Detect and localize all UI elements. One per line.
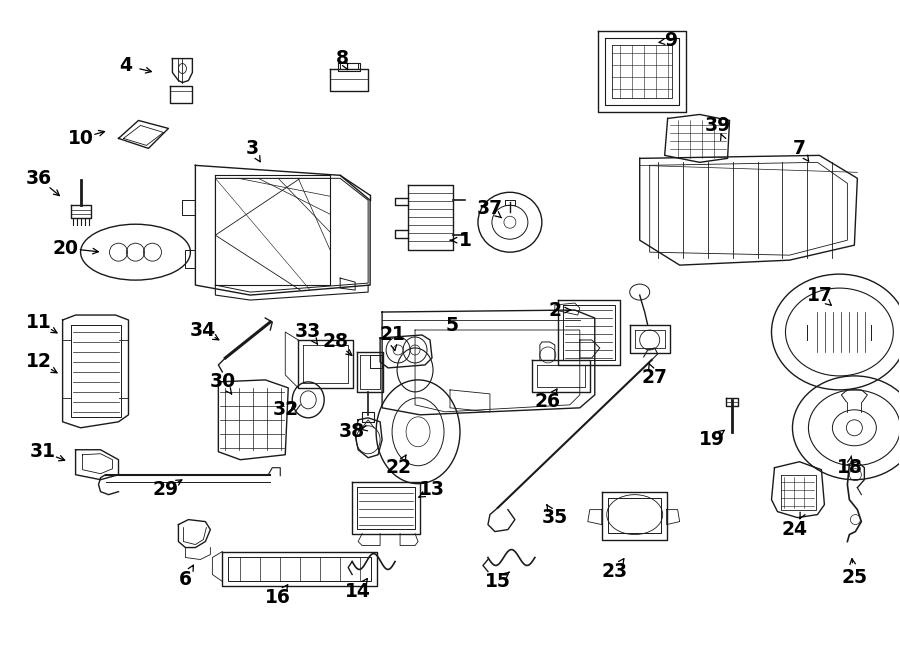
Text: 39: 39 <box>705 116 731 135</box>
Text: 2: 2 <box>548 301 562 319</box>
Text: 11: 11 <box>26 313 51 332</box>
Text: 15: 15 <box>485 572 511 591</box>
Text: 18: 18 <box>836 458 862 477</box>
Text: 29: 29 <box>152 480 178 499</box>
Text: 35: 35 <box>542 508 568 527</box>
Text: 31: 31 <box>30 442 56 461</box>
Text: 17: 17 <box>806 286 832 305</box>
Text: 22: 22 <box>385 458 411 477</box>
Text: 37: 37 <box>477 199 503 217</box>
Text: 33: 33 <box>295 323 321 342</box>
Text: 13: 13 <box>419 480 445 499</box>
Text: 34: 34 <box>189 321 215 340</box>
Text: 24: 24 <box>781 520 807 539</box>
Text: 19: 19 <box>698 430 724 449</box>
Text: 23: 23 <box>602 562 628 581</box>
Text: 26: 26 <box>535 393 561 411</box>
Text: 25: 25 <box>842 568 868 587</box>
Text: 5: 5 <box>446 315 458 334</box>
Text: 30: 30 <box>210 372 236 391</box>
Text: 32: 32 <box>272 401 298 419</box>
Text: 4: 4 <box>119 56 132 75</box>
Text: 21: 21 <box>379 325 405 344</box>
Text: 28: 28 <box>322 332 348 352</box>
Text: 7: 7 <box>793 139 806 158</box>
Text: 36: 36 <box>25 169 51 188</box>
Text: 3: 3 <box>246 139 259 158</box>
Text: 6: 6 <box>179 570 192 589</box>
Text: 16: 16 <box>266 588 292 607</box>
Text: 27: 27 <box>642 368 668 387</box>
Text: 20: 20 <box>52 239 78 258</box>
Text: 10: 10 <box>68 129 94 148</box>
Text: 1: 1 <box>458 231 472 250</box>
Text: 12: 12 <box>26 352 51 371</box>
Text: 14: 14 <box>346 582 371 601</box>
Text: 38: 38 <box>339 422 365 442</box>
Text: 8: 8 <box>336 49 348 68</box>
Text: 9: 9 <box>665 31 679 50</box>
